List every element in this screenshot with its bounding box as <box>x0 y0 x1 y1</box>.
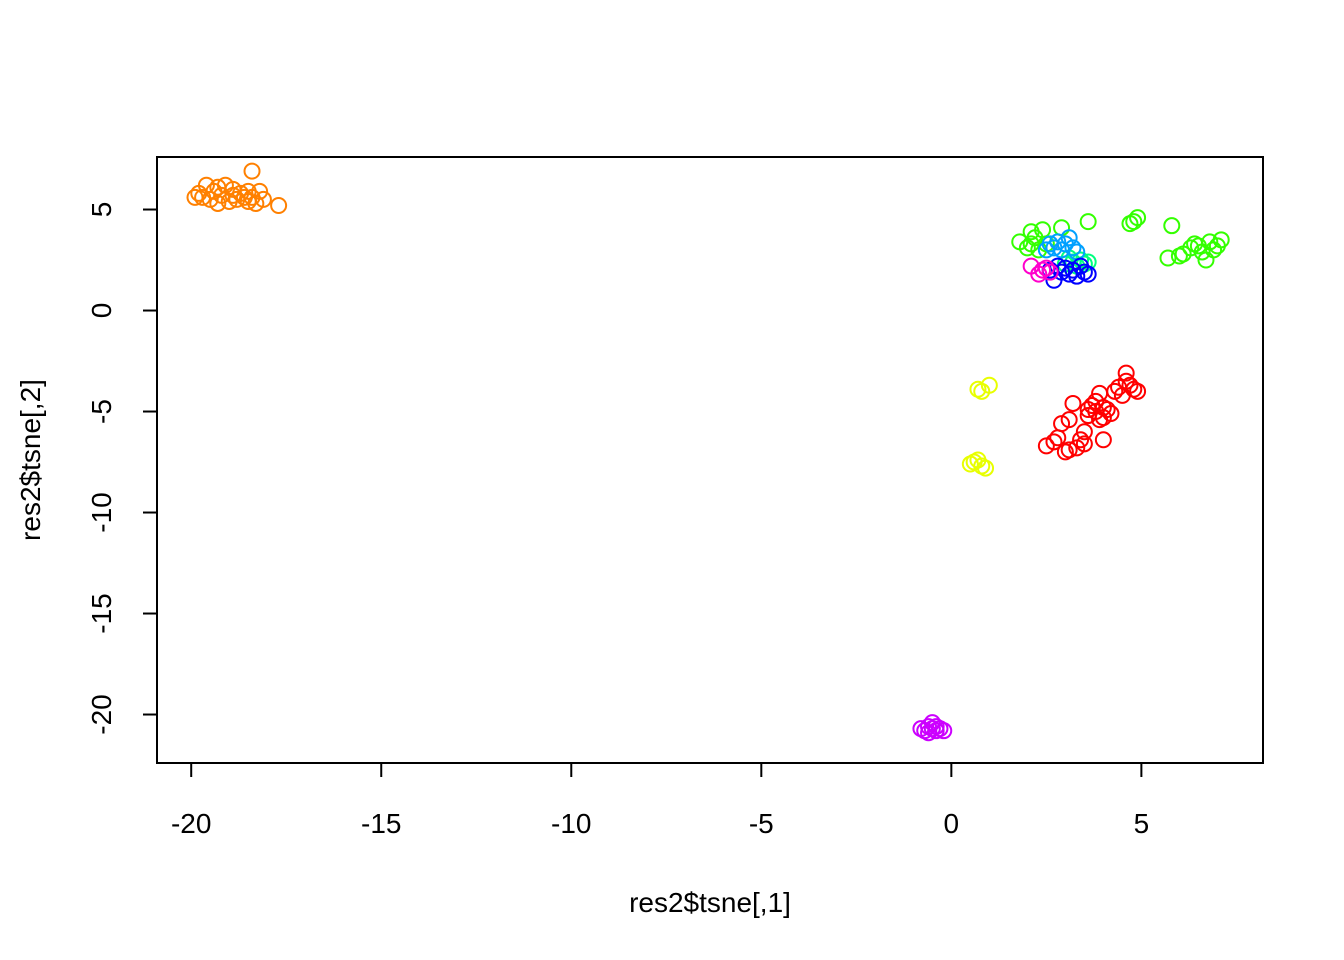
series-group-1 <box>1037 364 1147 461</box>
data-point <box>980 376 998 394</box>
data-point <box>1041 263 1059 281</box>
data-point <box>1079 265 1097 283</box>
data-point <box>1102 405 1120 423</box>
data-point <box>270 196 288 214</box>
data-point <box>1064 239 1082 257</box>
data-point <box>243 162 261 180</box>
y-tick-label: -15 <box>86 593 117 633</box>
data-point <box>1049 233 1067 251</box>
y-tick-label: -10 <box>86 492 117 532</box>
series-group-8 <box>912 714 953 742</box>
series-group-0 <box>186 162 288 214</box>
x-tick-label: -10 <box>551 808 591 839</box>
data-point <box>1182 239 1200 257</box>
y-axis-label: res2$tsne[,2] <box>15 379 46 541</box>
x-tick-label: 0 <box>944 808 960 839</box>
data-point <box>1098 401 1116 418</box>
data-points <box>186 162 1230 742</box>
data-point <box>1129 209 1147 227</box>
data-point <box>977 459 995 477</box>
series-group-2 <box>961 376 998 477</box>
data-point <box>1163 217 1181 235</box>
x-tick-label: 5 <box>1134 808 1150 839</box>
x-axis-label: res2$tsne[,1] <box>629 887 791 918</box>
data-point <box>1064 394 1082 412</box>
data-point <box>209 194 227 212</box>
data-point <box>1079 213 1097 231</box>
data-point <box>1045 433 1063 451</box>
y-axis: -20 -15 -10 -5 0 5 <box>86 202 158 735</box>
data-point <box>251 182 269 200</box>
series-group-6 <box>1041 257 1097 289</box>
y-tick-label: 0 <box>86 303 117 319</box>
data-point <box>1125 213 1143 231</box>
data-point <box>1117 364 1135 382</box>
data-point <box>1060 441 1078 459</box>
data-point <box>1094 431 1112 449</box>
y-tick-label: -5 <box>86 399 117 424</box>
series-group-3 <box>1011 209 1230 269</box>
y-tick-label: -20 <box>86 694 117 734</box>
x-tick-label: -5 <box>749 808 774 839</box>
data-point <box>1075 423 1093 441</box>
data-point <box>1072 431 1090 449</box>
data-point <box>1129 382 1147 400</box>
series-group-7 <box>1022 257 1059 283</box>
data-point <box>1053 263 1071 281</box>
data-point <box>1075 435 1093 453</box>
data-point <box>224 186 242 204</box>
data-point <box>1212 231 1230 249</box>
x-axis: -20 -15 -10 -5 0 5 <box>171 762 1150 839</box>
data-point <box>254 190 272 208</box>
data-point <box>1159 249 1177 267</box>
x-tick-label: -20 <box>171 808 211 839</box>
data-point <box>935 722 953 740</box>
series-group-5 <box>1037 229 1086 261</box>
y-tick-label: 5 <box>86 202 117 218</box>
x-tick-label: -15 <box>361 808 401 839</box>
data-point <box>1037 259 1055 277</box>
data-point <box>1060 411 1078 429</box>
data-point <box>1060 229 1078 247</box>
